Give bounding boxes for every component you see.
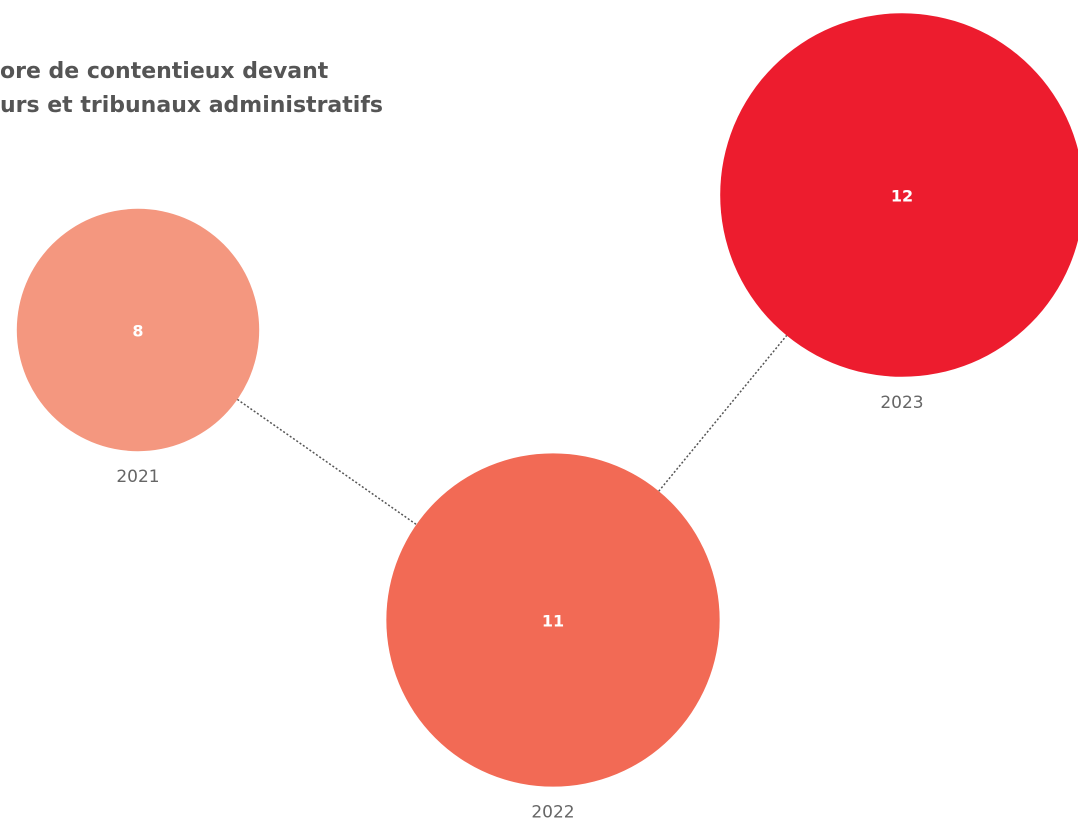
category-label: 2022 xyxy=(531,803,574,823)
bubble xyxy=(720,13,1078,377)
bubble xyxy=(386,453,720,787)
connector xyxy=(658,335,788,492)
bubble xyxy=(16,208,260,452)
category-label: 2023 xyxy=(880,393,923,413)
category-label: 2021 xyxy=(116,467,159,487)
value-label: 8 xyxy=(132,322,143,341)
value-label: 11 xyxy=(542,612,564,631)
value-label: 12 xyxy=(891,187,913,206)
chart-title: urs et tribunaux administratifs xyxy=(0,93,383,118)
chart-title: ore de contentieux devant xyxy=(0,59,329,84)
connector xyxy=(236,398,417,526)
